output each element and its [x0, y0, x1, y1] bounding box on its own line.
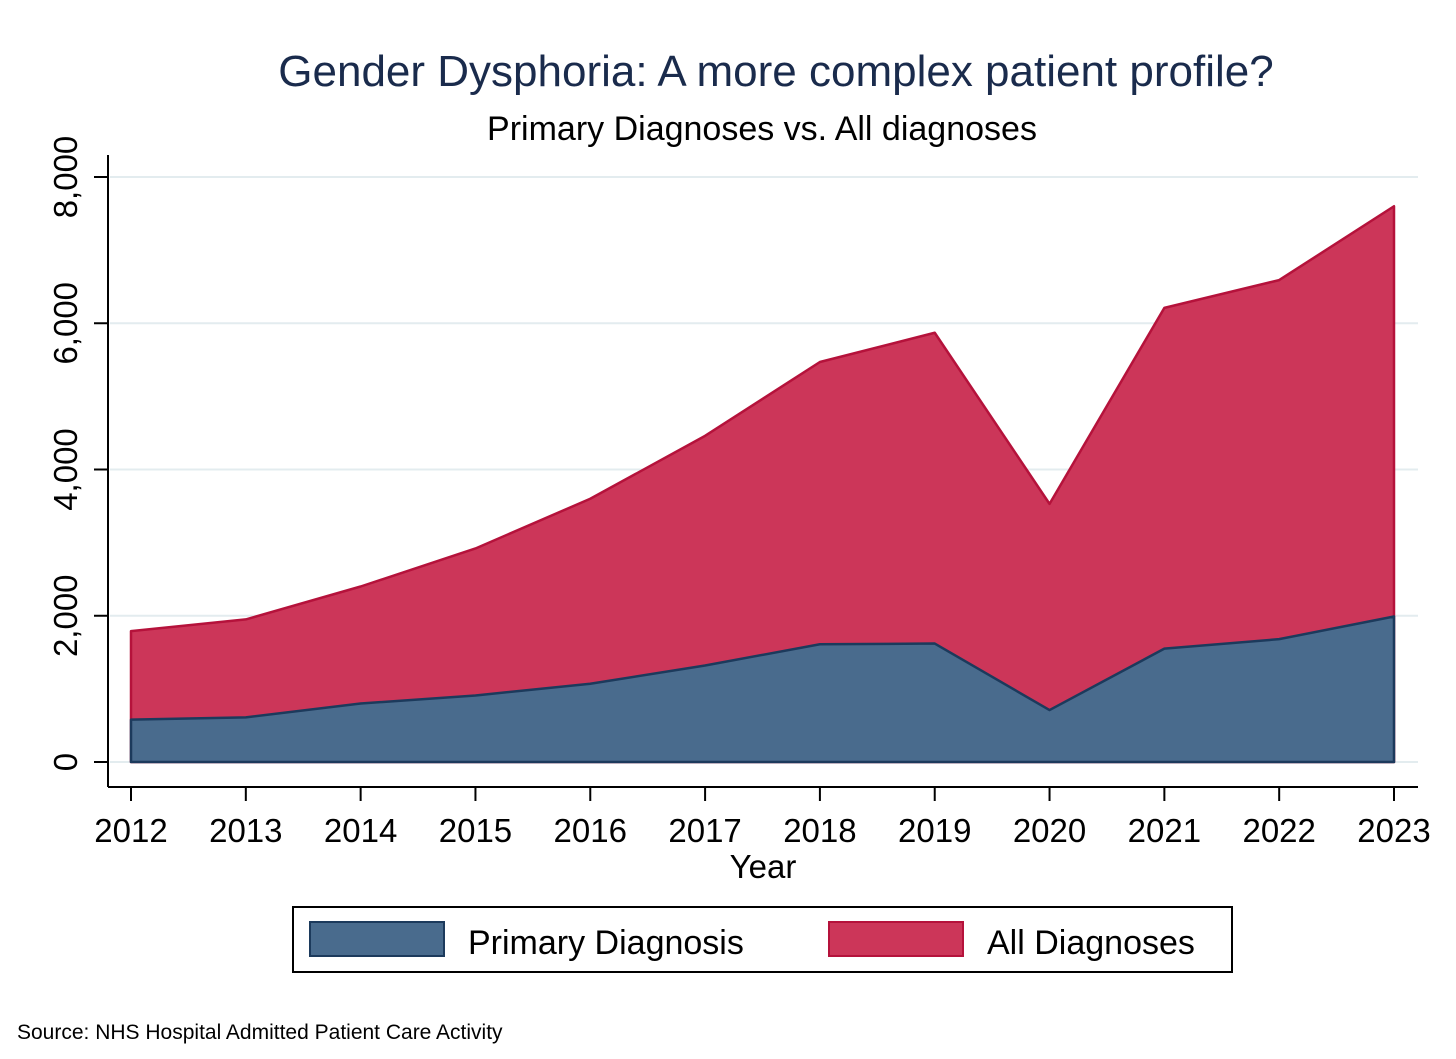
x-tick-label: 2019 — [898, 812, 971, 849]
x-tick-label: 2015 — [439, 812, 512, 849]
x-tick-label: 2022 — [1242, 812, 1315, 849]
x-tick-label: 2013 — [209, 812, 282, 849]
x-axis-title: Year — [730, 848, 797, 885]
x-tick-label: 2014 — [324, 812, 397, 849]
plot-areas — [129, 205, 1396, 764]
x-tick-label: 2023 — [1357, 812, 1430, 849]
y-tick-label: 2,000 — [47, 574, 84, 657]
x-tick-label: 2018 — [783, 812, 856, 849]
y-tick-label: 6,000 — [47, 282, 84, 365]
legend-frame — [292, 906, 1233, 973]
y-tick-label: 4,000 — [47, 428, 84, 511]
chart-subtitle: Primary Diagnoses vs. All diagnoses — [487, 110, 1037, 148]
x-axis-ticks: 2012 2013 2014 2015 2016 2017 2018 2019 2020 2021… — [94, 787, 1431, 849]
x-tick-label: 2021 — [1128, 812, 1201, 849]
y-axis-ticks: 0 2,000 4,000 6,000 8,000 — [47, 136, 108, 771]
legend: Primary Diagnosis All Diagnoses — [292, 906, 1233, 973]
x-tick-label: 2020 — [1013, 812, 1086, 849]
legend-label-all-diagnoses: All Diagnoses — [987, 924, 1195, 962]
area-all-diagnoses — [129, 205, 1396, 764]
chart-title: Gender Dysphoria: A more complex patient… — [278, 47, 1273, 96]
x-tick-label: 2016 — [554, 812, 627, 849]
legend-swatch-primary-diagnosis — [309, 921, 445, 957]
y-tick-label: 0 — [47, 753, 84, 771]
source-note: Source: NHS Hospital Admitted Patient Ca… — [17, 1021, 503, 1044]
area-primary-diagnosis — [129, 615, 1396, 764]
legend-swatch-all-diagnoses — [828, 921, 964, 957]
x-tick-label: 2012 — [94, 812, 167, 849]
legend-label-primary-diagnosis: Primary Diagnosis — [468, 924, 744, 962]
y-tick-label: 8,000 — [47, 136, 84, 219]
x-tick-label: 2017 — [668, 812, 741, 849]
